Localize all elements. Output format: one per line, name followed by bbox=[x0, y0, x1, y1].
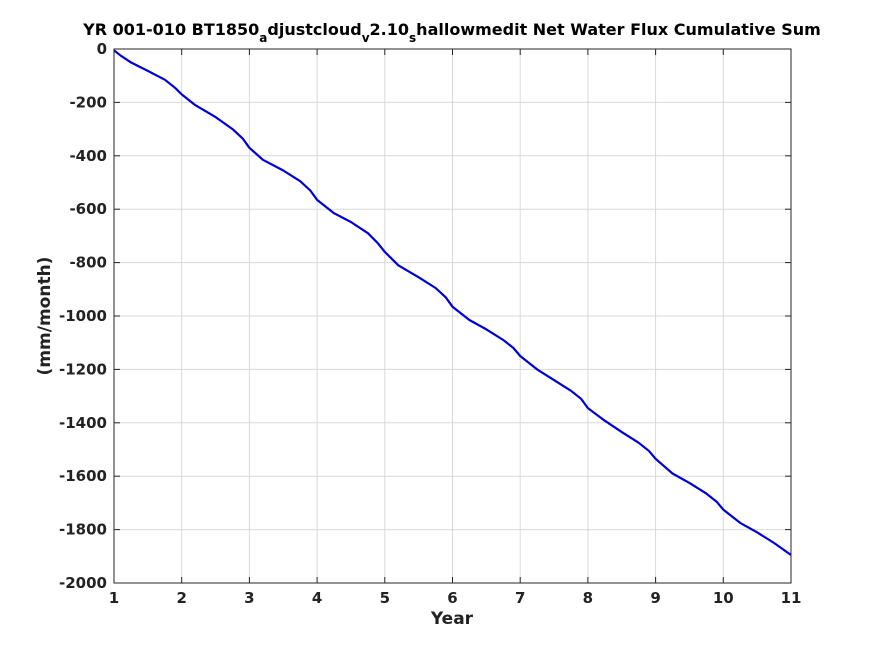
y-tick-label: -1000 bbox=[59, 307, 107, 325]
x-tick-label: 8 bbox=[583, 589, 593, 607]
y-tick-label: -1600 bbox=[59, 467, 107, 485]
ticks: 1 2 3 4 5 6 7 8 9 10 11 0 -200 -400 -600 -800 -1000 -1200… bbox=[59, 40, 801, 607]
x-tick-label: 2 bbox=[176, 589, 186, 607]
y-tick-label: -1400 bbox=[59, 414, 107, 432]
title-mid-1: djustcloud bbox=[267, 20, 361, 39]
y-tick-label: -1800 bbox=[59, 521, 107, 539]
series-layer bbox=[113, 49, 792, 556]
x-axis-label: Year bbox=[430, 609, 474, 629]
title-prefix: YR 001-010 BT1850 bbox=[82, 20, 259, 39]
y-tick-label: 0 bbox=[97, 40, 107, 58]
y-axis-label: (mm/month) bbox=[35, 257, 55, 376]
y-tick-label: -400 bbox=[69, 147, 107, 165]
x-tick-label: 3 bbox=[244, 589, 254, 607]
x-tick-label: 6 bbox=[447, 589, 457, 607]
x-tick-label: 4 bbox=[312, 589, 322, 607]
y-tick-label: -800 bbox=[69, 254, 107, 272]
title-sub-3: s bbox=[409, 31, 416, 45]
series-line bbox=[113, 49, 792, 556]
title-sub-2: v bbox=[362, 31, 370, 45]
y-tick-label: -600 bbox=[69, 200, 107, 218]
x-tick-label: 1 bbox=[109, 589, 119, 607]
x-tick-label: 5 bbox=[380, 589, 390, 607]
title-mid-2: 2.10 bbox=[370, 20, 409, 39]
grid bbox=[113, 48, 792, 584]
title-sub-1: a bbox=[259, 31, 267, 45]
chart-title: YR 001-010 BT1850adjustcloudv2.10shallow… bbox=[82, 20, 821, 45]
x-tick-label: 7 bbox=[515, 589, 525, 607]
x-tick-label: 9 bbox=[650, 589, 660, 607]
title-suffix: hallowmedit Net Water Flux Cumulative Su… bbox=[416, 20, 821, 39]
y-tick-label: -200 bbox=[69, 93, 107, 111]
y-tick-label: -2000 bbox=[59, 574, 107, 592]
x-tick-label: 10 bbox=[713, 589, 734, 607]
x-tick-label: 11 bbox=[781, 589, 802, 607]
y-tick-label: -1200 bbox=[59, 360, 107, 378]
